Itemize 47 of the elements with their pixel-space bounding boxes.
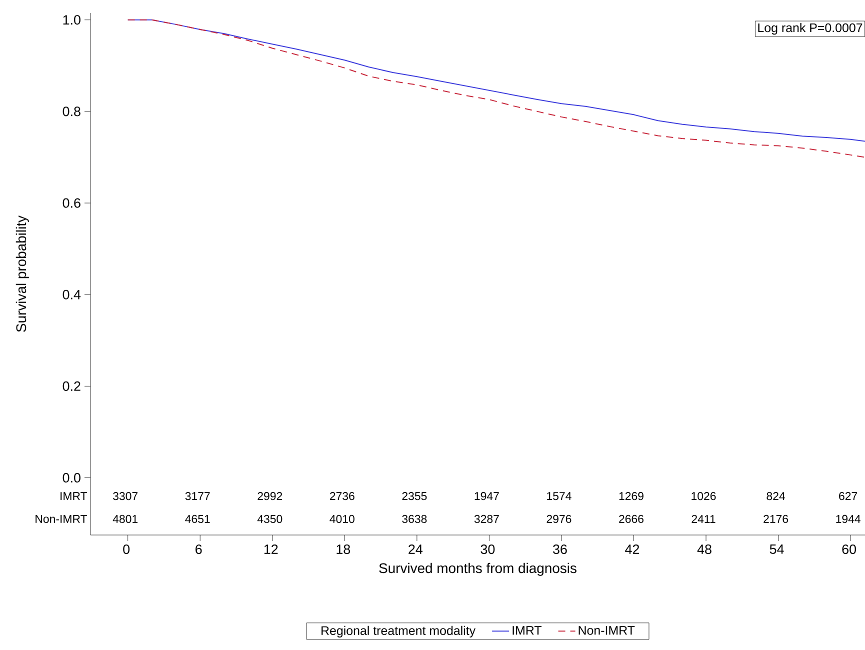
- annotation: 3177: [185, 492, 210, 500]
- annotation: 4350: [257, 514, 282, 524]
- annotation: 824: [766, 492, 785, 500]
- text: Non-IMRT: [36, 514, 88, 523]
- annotation: 4801: [112, 514, 138, 524]
- legend-label: IMRT: [512, 626, 542, 635]
- annotation: 2666: [619, 514, 644, 524]
- x-tick-label: 24: [408, 544, 423, 554]
- annotation: 1947: [474, 492, 499, 500]
- y-tick-label: 0.2: [62, 381, 80, 391]
- annotation: 1269: [619, 492, 644, 500]
- annotation: 3638: [402, 514, 427, 524]
- annotation: 4651: [185, 514, 210, 524]
- x-tick-label: 0: [123, 544, 130, 554]
- x-tick-label: 6: [196, 544, 202, 554]
- annotation: 3307: [113, 492, 138, 500]
- annotation: 2976: [546, 514, 572, 524]
- annotation: 2176: [764, 514, 788, 524]
- y-tick-label: 0.4: [62, 290, 81, 300]
- annotation: 2411: [692, 514, 716, 523]
- annotation: 2736: [330, 492, 354, 500]
- annotation: 3287: [474, 514, 499, 524]
- annotation: 1574: [547, 492, 572, 500]
- x-tick-label: 42: [625, 544, 640, 554]
- y-tick-label: 0.8: [62, 106, 80, 116]
- annotation: 2992: [258, 492, 282, 500]
- x-tick-label: 30: [480, 544, 495, 554]
- y-tick-label: 0.0: [62, 473, 80, 483]
- x-tick-label: 48: [697, 544, 712, 554]
- y-axis-title: Survival probability: [16, 216, 29, 332]
- x-tick-label: 36: [553, 544, 567, 554]
- x-tick-label: 54: [770, 544, 784, 554]
- x-axis-title: Survived months from diagnosis: [379, 562, 576, 576]
- annotation: 1026: [692, 492, 716, 500]
- annotation: 2355: [402, 492, 427, 500]
- text: IMRT: [60, 492, 88, 500]
- legend-title: Regional treatment modality: [322, 626, 476, 638]
- annotation: 627: [839, 492, 858, 500]
- x-tick-label: 18: [336, 544, 350, 554]
- y-tick-label: 1.0: [63, 15, 80, 25]
- x-tick-label: 12: [264, 544, 278, 554]
- x-tick-label: 60: [842, 544, 856, 554]
- annotation: Log rank P=0.0007: [758, 23, 862, 35]
- annotation: 1944: [836, 514, 860, 524]
- annotation: 4010: [330, 514, 354, 524]
- legend-label: Non-IMRT: [578, 626, 635, 635]
- y-tick-label: 0.6: [62, 198, 80, 208]
